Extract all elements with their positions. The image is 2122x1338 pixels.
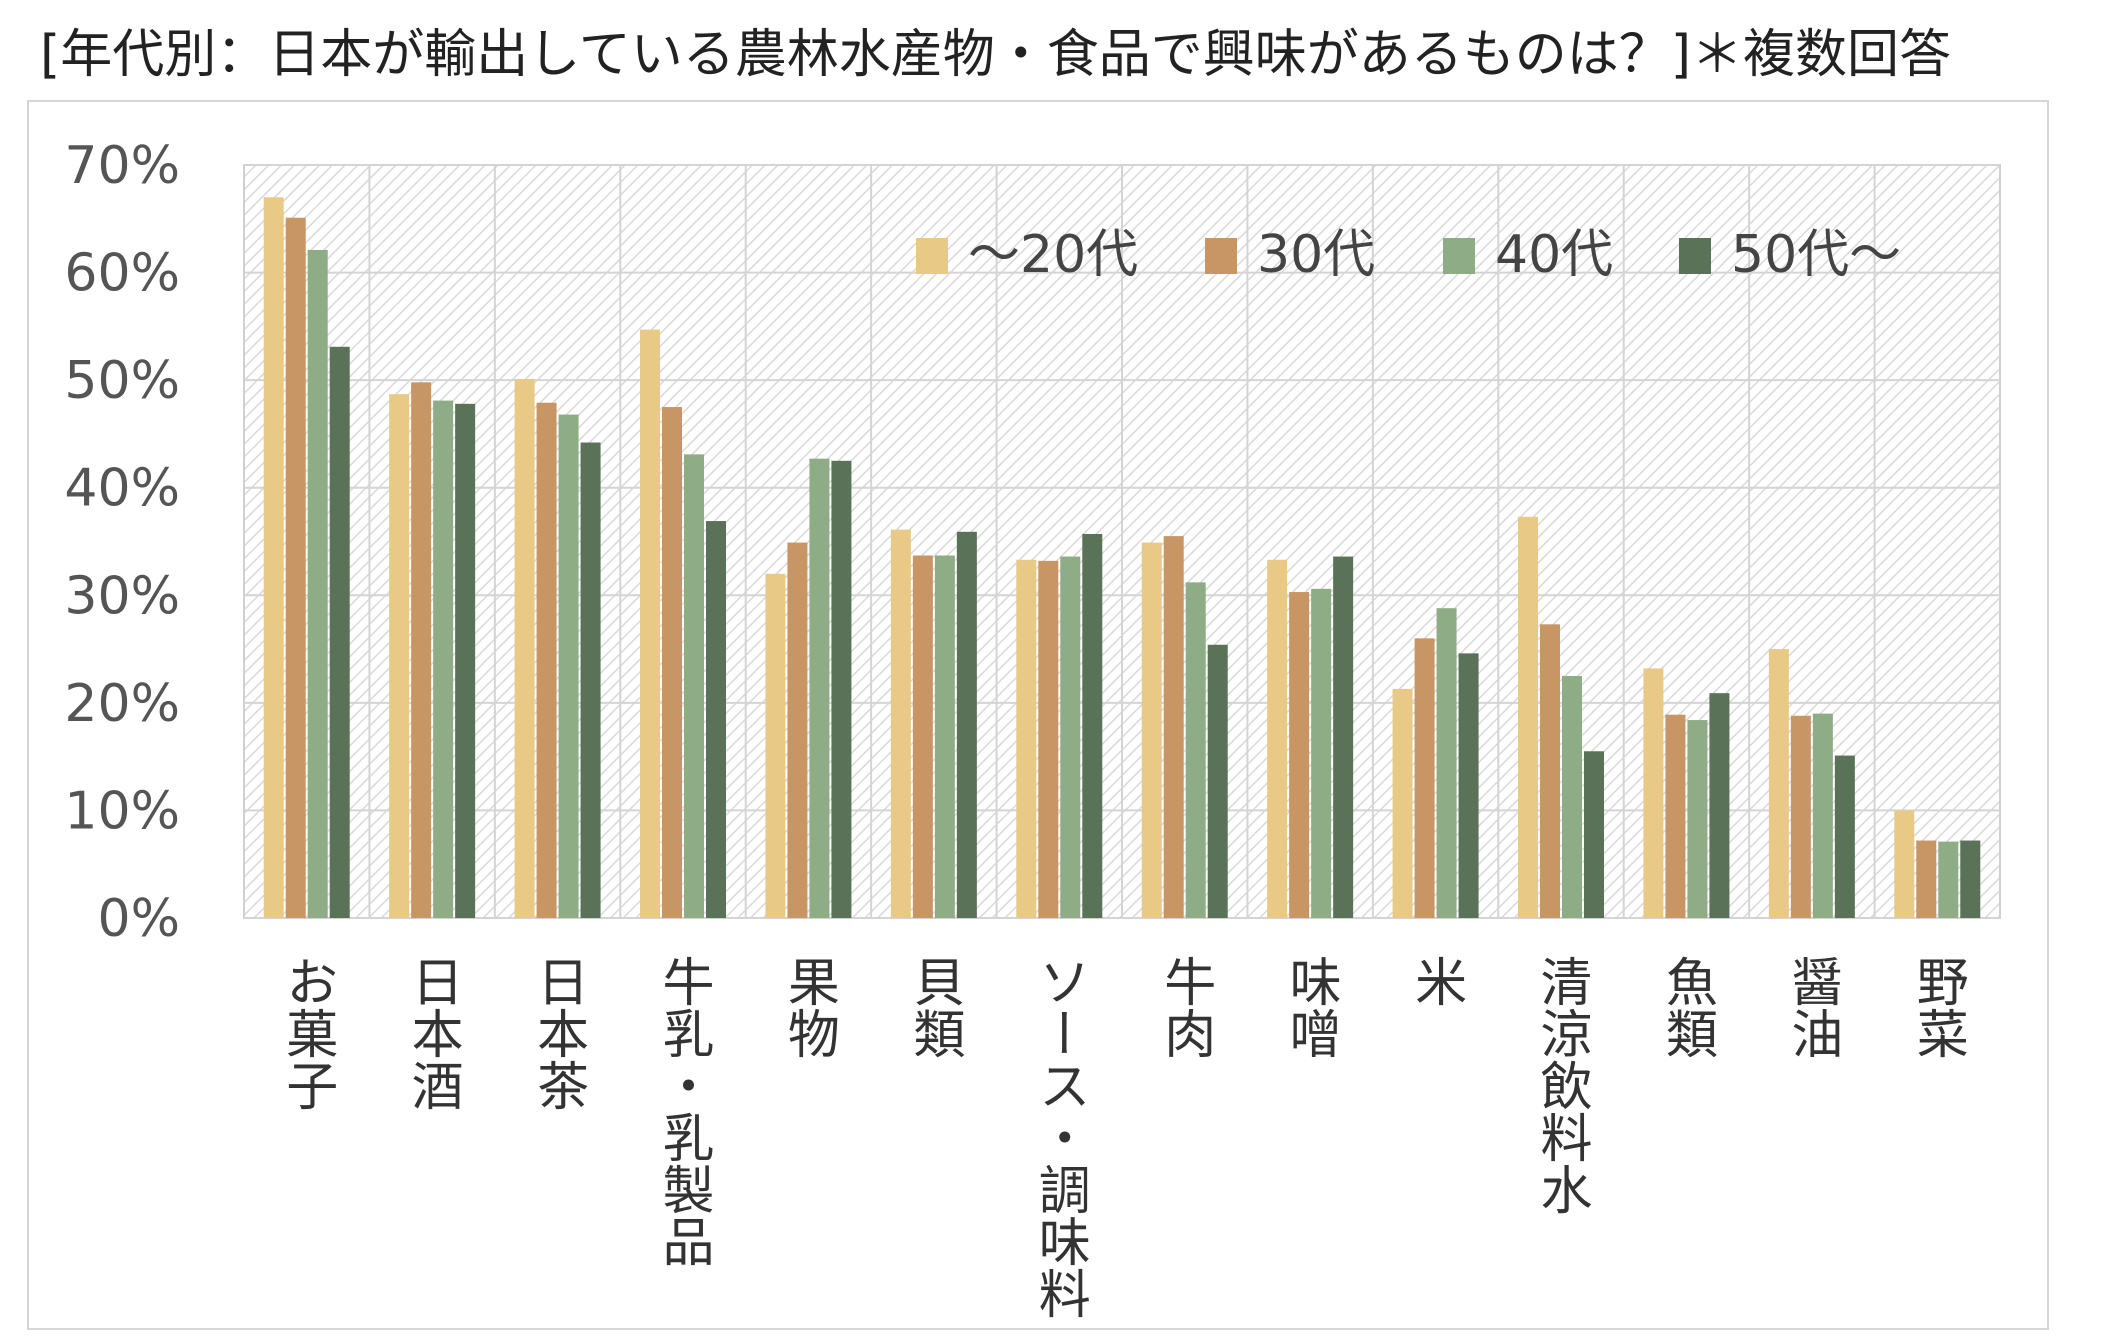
bar — [307, 249, 328, 918]
bar — [1518, 516, 1538, 918]
y-tick-label: 0% — [98, 889, 181, 949]
bar — [1267, 559, 1288, 918]
bar — [1687, 720, 1708, 918]
y-tick-label: 40% — [64, 459, 180, 519]
y-tick-label: 30% — [64, 566, 180, 626]
x-tick-label: 果物 — [778, 955, 838, 1059]
x-tick-label: 牛肉 — [1155, 955, 1215, 1059]
bar — [1916, 840, 1937, 918]
bar — [706, 521, 726, 918]
bar — [890, 529, 911, 918]
bar — [1768, 649, 1789, 918]
bar — [580, 442, 601, 918]
bar — [1082, 533, 1103, 918]
legend: ～20代 30代 40代 50代～ — [916, 225, 1901, 285]
legend-swatch — [1205, 238, 1237, 274]
x-tick-label: ソース・調味料 — [1029, 955, 1089, 1319]
y-tick-label: 20% — [64, 674, 180, 734]
legend-swatch — [1443, 238, 1475, 274]
bar — [263, 197, 284, 918]
bar — [1163, 536, 1184, 918]
bar — [1665, 714, 1686, 918]
legend-label: 30代 — [1257, 225, 1375, 285]
bar — [1812, 713, 1833, 918]
legend-swatch — [1679, 238, 1711, 274]
x-tick-label: 貝類 — [904, 955, 964, 1059]
y-tick-label: 70% — [64, 136, 180, 196]
bar — [1960, 840, 1981, 918]
x-tick-label: 清涼飲料水 — [1531, 955, 1591, 1215]
bar — [787, 542, 808, 918]
bar — [956, 531, 977, 918]
bar — [831, 460, 852, 918]
bar — [912, 555, 933, 918]
x-tick-label: 牛乳・乳製品 — [653, 955, 713, 1267]
bar — [1834, 755, 1855, 918]
bar — [514, 379, 535, 918]
bar — [285, 217, 306, 918]
legend-label: 40代 — [1495, 225, 1613, 285]
legend-label: ～20代 — [968, 225, 1138, 285]
x-tick-label: お菓子 — [277, 955, 337, 1111]
bar — [1414, 638, 1435, 918]
bar — [1207, 644, 1228, 918]
y-tick-label: 50% — [64, 351, 180, 411]
bar — [934, 555, 955, 918]
bar — [1333, 556, 1354, 918]
bar — [329, 346, 350, 918]
bar — [765, 573, 786, 918]
bar — [1392, 688, 1413, 918]
x-tick-label: 野菜 — [1907, 955, 1967, 1059]
x-tick-label: 日本酒 — [402, 955, 462, 1111]
bar — [1562, 675, 1582, 918]
bar — [1311, 588, 1332, 918]
bars — [263, 197, 1981, 918]
bar — [389, 394, 410, 918]
chart-frame — [27, 100, 2049, 1330]
bar — [536, 402, 557, 918]
y-axis-ticks: 0% 10% 20% 30% 40% 50% 60% 70% — [64, 136, 180, 949]
bar — [433, 400, 454, 918]
y-tick-label: 60% — [64, 244, 180, 304]
bar — [809, 458, 830, 918]
gridlines — [244, 164, 2000, 919]
x-tick-label: 魚類 — [1656, 955, 1716, 1059]
x-tick-label: 米 — [1406, 955, 1466, 1007]
chart-title: [年代別：日本が輸出している農林水産物・食品で興味があるものは？]＊複数回答 — [40, 25, 1952, 85]
bar — [455, 403, 476, 918]
bar — [1060, 556, 1081, 918]
bar — [558, 414, 579, 918]
x-tick-label: 味噌 — [1280, 955, 1340, 1059]
legend-swatch — [916, 238, 948, 274]
bar — [1790, 715, 1811, 918]
bar — [1038, 560, 1059, 918]
x-tick-label: 日本茶 — [528, 955, 588, 1111]
y-tick-label: 10% — [64, 781, 180, 841]
bar — [1709, 693, 1730, 918]
bar — [411, 382, 432, 918]
bar — [1643, 668, 1664, 918]
bar — [1894, 810, 1915, 918]
bar — [1436, 608, 1457, 918]
bar — [662, 407, 682, 918]
bar — [640, 329, 660, 918]
bar — [1141, 542, 1162, 918]
bar — [1185, 582, 1206, 918]
bar — [1016, 559, 1037, 918]
x-axis-labels: お菓子 日本酒 日本茶 牛乳・乳製品 果物 貝類 ソース・調味料 牛肉 味噌 米 清涼飲料水 魚類 醤油… — [277, 955, 1968, 1319]
bar — [1540, 624, 1560, 918]
bar — [1938, 841, 1959, 918]
x-tick-label: 醤油 — [1782, 955, 1842, 1059]
legend-label: 50代～ — [1731, 225, 1901, 285]
bar — [1584, 751, 1604, 918]
bar — [1289, 592, 1310, 918]
bar — [684, 454, 704, 918]
bar — [1458, 653, 1479, 918]
